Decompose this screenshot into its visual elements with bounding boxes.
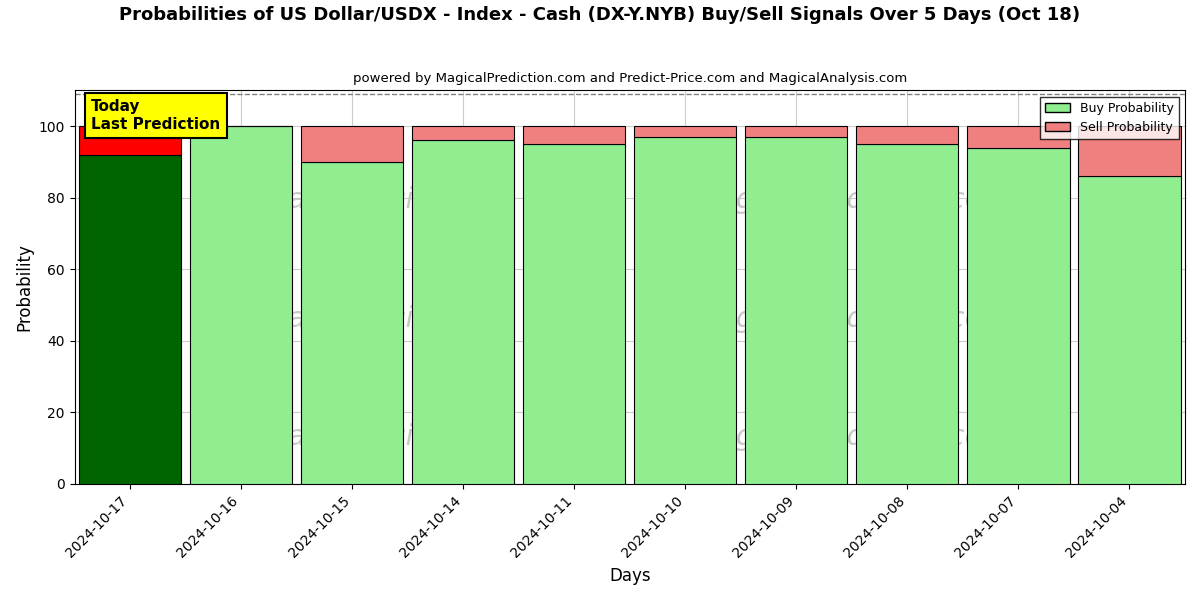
Bar <box>301 126 403 162</box>
Bar <box>1079 126 1181 176</box>
Bar <box>523 126 625 144</box>
Bar <box>1079 176 1181 484</box>
Bar <box>635 126 737 137</box>
Text: MagicalAnalysis.com: MagicalAnalysis.com <box>208 187 497 214</box>
Bar <box>301 162 403 484</box>
Bar <box>190 126 293 484</box>
Text: MagicalPrediction.com: MagicalPrediction.com <box>695 305 1009 332</box>
Text: MagicalPrediction.com: MagicalPrediction.com <box>695 187 1009 214</box>
Bar <box>857 126 959 144</box>
Bar <box>412 126 515 140</box>
Legend: Buy Probability, Sell Probability: Buy Probability, Sell Probability <box>1040 97 1178 139</box>
Text: Today
Last Prediction: Today Last Prediction <box>91 99 221 131</box>
Bar <box>857 144 959 484</box>
Text: MagicalPrediction.com: MagicalPrediction.com <box>695 422 1009 451</box>
Bar <box>412 140 515 484</box>
Text: MagicalAnalysis.com: MagicalAnalysis.com <box>208 422 497 451</box>
Bar <box>523 144 625 484</box>
Bar <box>967 126 1069 148</box>
Y-axis label: Probability: Probability <box>16 243 34 331</box>
Bar <box>967 148 1069 484</box>
Bar <box>79 126 181 155</box>
Text: MagicalAnalysis.com: MagicalAnalysis.com <box>208 305 497 332</box>
X-axis label: Days: Days <box>610 567 650 585</box>
Bar <box>635 137 737 484</box>
Text: Probabilities of US Dollar/USDX - Index - Cash (DX-Y.NYB) Buy/Sell Signals Over : Probabilities of US Dollar/USDX - Index … <box>120 6 1080 24</box>
Bar <box>79 155 181 484</box>
Bar <box>745 137 847 484</box>
Bar <box>745 126 847 137</box>
Title: powered by MagicalPrediction.com and Predict-Price.com and MagicalAnalysis.com: powered by MagicalPrediction.com and Pre… <box>353 72 907 85</box>
